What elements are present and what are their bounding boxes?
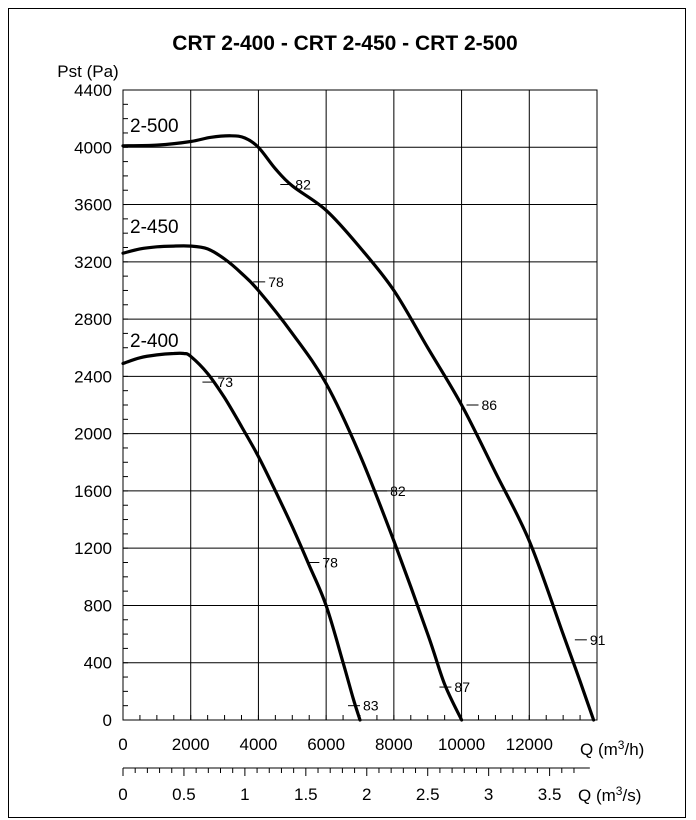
- x-tick-label: 0: [118, 735, 127, 754]
- efficiency-label-2-500: 86: [482, 397, 498, 413]
- y-tick-label: 2400: [74, 367, 112, 386]
- y-tick-label: 1600: [74, 482, 112, 501]
- y-tick-label: 400: [84, 654, 112, 673]
- x-axis-label-sup: 3: [618, 738, 625, 752]
- plot-area-border: [122, 89, 598, 721]
- x2-axis-label-sup: 3: [616, 784, 623, 798]
- x2-axis-label-unit: /s): [622, 786, 641, 805]
- x-tick-label: 10000: [438, 735, 485, 754]
- efficiency-label-2-500: 82: [295, 177, 311, 193]
- x-axis-label: Q (m3/h): [580, 738, 644, 759]
- x-axis-label-unit: /h): [624, 740, 644, 759]
- efficiency-label-2-450: 87: [454, 679, 470, 695]
- x-tick-label: 6000: [307, 735, 345, 754]
- y-tick-label: 3600: [74, 196, 112, 215]
- label-layer: 2-500 82 86 91 2-450 78 82 87 2-400 73 78 83: [130, 116, 606, 714]
- y-axis-label: Pst (Pa): [57, 62, 118, 81]
- y-tick-label: 3200: [74, 253, 112, 272]
- x2-axis-label-main: Q (m: [578, 786, 616, 805]
- x-tick-label: 12000: [506, 735, 553, 754]
- y-tick-label: 4000: [74, 138, 112, 157]
- efficiency-label-2-450: 82: [390, 483, 406, 499]
- y-tick-label: 2000: [74, 425, 112, 444]
- x2-axis-label: Q (m3/s): [578, 784, 641, 805]
- efficiency-label-2-500: 91: [590, 632, 606, 648]
- tick-layer: 0 2000 4000 6000 8000 10000 120000400800120016…: [74, 81, 598, 804]
- x-tick-label: 8000: [375, 735, 413, 754]
- x-axis-label-main: Q (m: [580, 740, 618, 759]
- curve-label-2-400: 2-400: [130, 331, 179, 352]
- chart-title: CRT 2-400 - CRT 2-450 - CRT 2-500: [172, 32, 517, 55]
- efficiency-label-2-400: 83: [363, 698, 379, 714]
- x2-tick-label: 3.5: [538, 785, 562, 804]
- y-tick-label: 800: [84, 596, 112, 615]
- y-tick-label: 0: [103, 711, 112, 730]
- grid-layer: [122, 89, 598, 721]
- efficiency-label-2-450: 78: [268, 274, 284, 290]
- y-tick-label: 1200: [74, 539, 112, 558]
- x2-tick-label: 2: [362, 785, 371, 804]
- curve-2-500: [121, 134, 596, 722]
- x2-tick-label: 1.5: [294, 785, 318, 804]
- x2-tick-label: 1: [240, 785, 249, 804]
- curve-layer: [121, 134, 596, 722]
- x-tick-label: 2000: [172, 735, 210, 754]
- curve-label-2-500: 2-500: [130, 116, 179, 137]
- x2-tick-label: 0.5: [172, 785, 196, 804]
- efficiency-label-2-400: 73: [217, 374, 233, 390]
- curve-2-450: [121, 244, 464, 722]
- x-tick-label: 4000: [240, 735, 278, 754]
- curve-label-2-450: 2-450: [130, 217, 179, 238]
- y-tick-label: 4400: [74, 81, 112, 100]
- x2-tick-label: 0: [118, 785, 127, 804]
- efficiency-label-2-400: 78: [322, 555, 338, 571]
- y-tick-label: 2800: [74, 310, 112, 329]
- x2-tick-label: 2.5: [416, 785, 440, 804]
- x2-tick-label: 3: [484, 785, 493, 804]
- chart-frame: [8, 8, 686, 818]
- curve-2-400: [121, 351, 362, 722]
